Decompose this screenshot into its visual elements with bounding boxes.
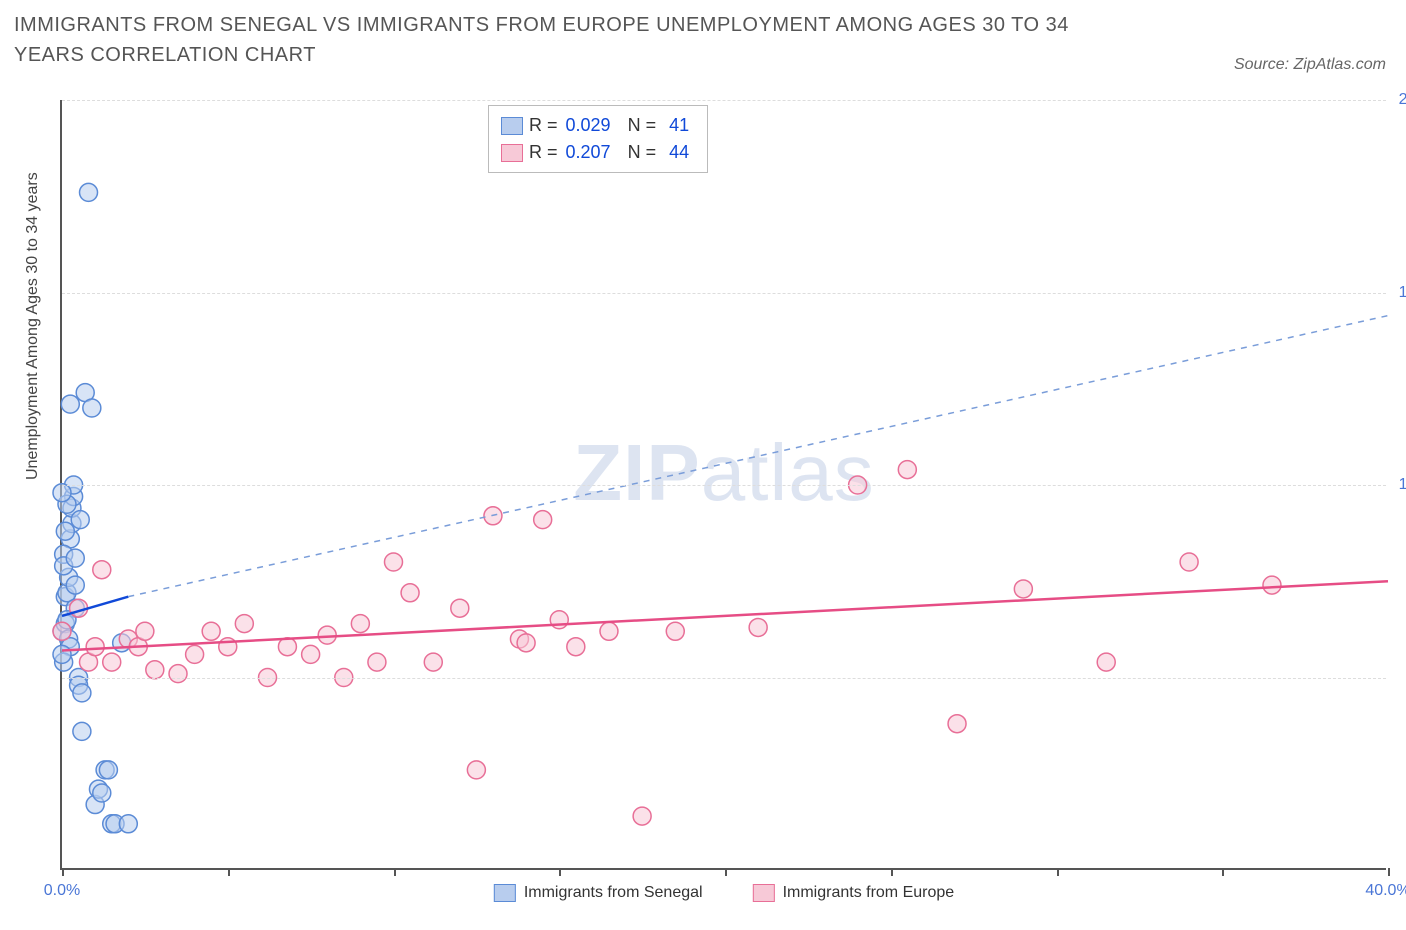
x-tick-mark — [891, 868, 893, 876]
x-tick-label: 0.0% — [44, 882, 80, 900]
stat-n-label: N = — [623, 139, 657, 166]
data-point — [302, 645, 320, 663]
data-point — [53, 622, 71, 640]
data-point — [136, 622, 154, 640]
data-point — [80, 183, 98, 201]
series-legend: Immigrants from Senegal Immigrants from E… — [494, 884, 954, 902]
x-tick-mark — [62, 868, 64, 876]
data-point — [1180, 553, 1198, 571]
gridline — [62, 678, 1386, 679]
data-point — [61, 395, 79, 413]
data-point — [186, 645, 204, 663]
data-point — [93, 784, 111, 802]
legend-swatch — [501, 117, 523, 135]
data-point — [1097, 653, 1115, 671]
data-point — [146, 661, 164, 679]
data-point — [948, 715, 966, 733]
chart-title: IMMIGRANTS FROM SENEGAL VS IMMIGRANTS FR… — [14, 10, 1114, 70]
data-point — [633, 807, 651, 825]
x-tick-mark — [1388, 868, 1390, 876]
data-point — [56, 522, 74, 540]
legend-item: Immigrants from Europe — [753, 884, 955, 902]
legend-label: Immigrants from Senegal — [524, 884, 703, 902]
stat-n-value: 44 — [664, 139, 689, 166]
stat-n-label: N = — [623, 112, 657, 139]
data-point — [534, 511, 552, 529]
data-point — [1014, 580, 1032, 598]
stat-r-value: 0.029 — [566, 112, 611, 139]
data-point — [71, 511, 89, 529]
data-point — [385, 553, 403, 571]
gridline — [62, 485, 1386, 486]
data-point — [600, 622, 618, 640]
x-tick-mark — [559, 868, 561, 876]
data-point — [93, 561, 111, 579]
trend-line — [62, 581, 1388, 650]
stat-r-label: R = — [529, 139, 558, 166]
y-tick-label: 10.0% — [1399, 476, 1406, 494]
data-point — [66, 576, 84, 594]
data-point — [467, 761, 485, 779]
x-tick-mark — [725, 868, 727, 876]
source-attribution: Source: ZipAtlas.com — [1234, 56, 1386, 74]
data-point — [73, 684, 91, 702]
legend-swatch — [494, 884, 516, 902]
stat-r-label: R = — [529, 112, 558, 139]
legend-stats-row: R = 0.029 N = 41 — [501, 112, 695, 139]
legend-item: Immigrants from Senegal — [494, 884, 703, 902]
data-point — [119, 815, 137, 833]
data-point — [83, 399, 101, 417]
data-point — [451, 599, 469, 617]
data-point — [53, 645, 71, 663]
x-tick-mark — [1222, 868, 1224, 876]
data-point — [66, 549, 84, 567]
x-tick-label: 40.0% — [1365, 882, 1406, 900]
data-point — [351, 615, 369, 633]
data-point — [86, 638, 104, 656]
legend-swatch — [753, 884, 775, 902]
data-point — [99, 761, 117, 779]
data-point — [749, 618, 767, 636]
plot-area: ZIPatlas R =0.029 N = 41R =0.207 N = 44 … — [60, 100, 1386, 870]
stat-r-value: 0.207 — [566, 139, 611, 166]
data-point — [368, 653, 386, 671]
trend-line-dashed — [128, 316, 1388, 597]
data-point — [278, 638, 296, 656]
data-point — [666, 622, 684, 640]
x-tick-mark — [394, 868, 396, 876]
stat-n-value: 41 — [664, 112, 689, 139]
data-point — [103, 653, 121, 671]
data-point — [1263, 576, 1281, 594]
data-point — [169, 665, 187, 683]
data-point — [401, 584, 419, 602]
data-point — [53, 484, 71, 502]
data-point — [898, 461, 916, 479]
data-point — [73, 722, 91, 740]
data-point — [235, 615, 253, 633]
gridline — [62, 293, 1386, 294]
data-point — [517, 634, 535, 652]
x-tick-mark — [228, 868, 230, 876]
data-point — [202, 622, 220, 640]
data-point — [567, 638, 585, 656]
chart-svg — [62, 100, 1386, 868]
y-tick-label: 15.0% — [1399, 284, 1406, 302]
y-axis-label: Unemployment Among Ages 30 to 34 years — [24, 172, 42, 480]
x-tick-mark — [1057, 868, 1059, 876]
legend-label: Immigrants from Europe — [783, 884, 955, 902]
correlation-legend: R = 0.029 N = 41 R = 0.207 N = 44 — [488, 105, 708, 173]
legend-stats-row: R = 0.207 N = 44 — [501, 139, 695, 166]
data-point — [424, 653, 442, 671]
y-tick-label: 20.0% — [1399, 91, 1406, 109]
gridline — [62, 100, 1386, 101]
legend-swatch — [501, 144, 523, 162]
